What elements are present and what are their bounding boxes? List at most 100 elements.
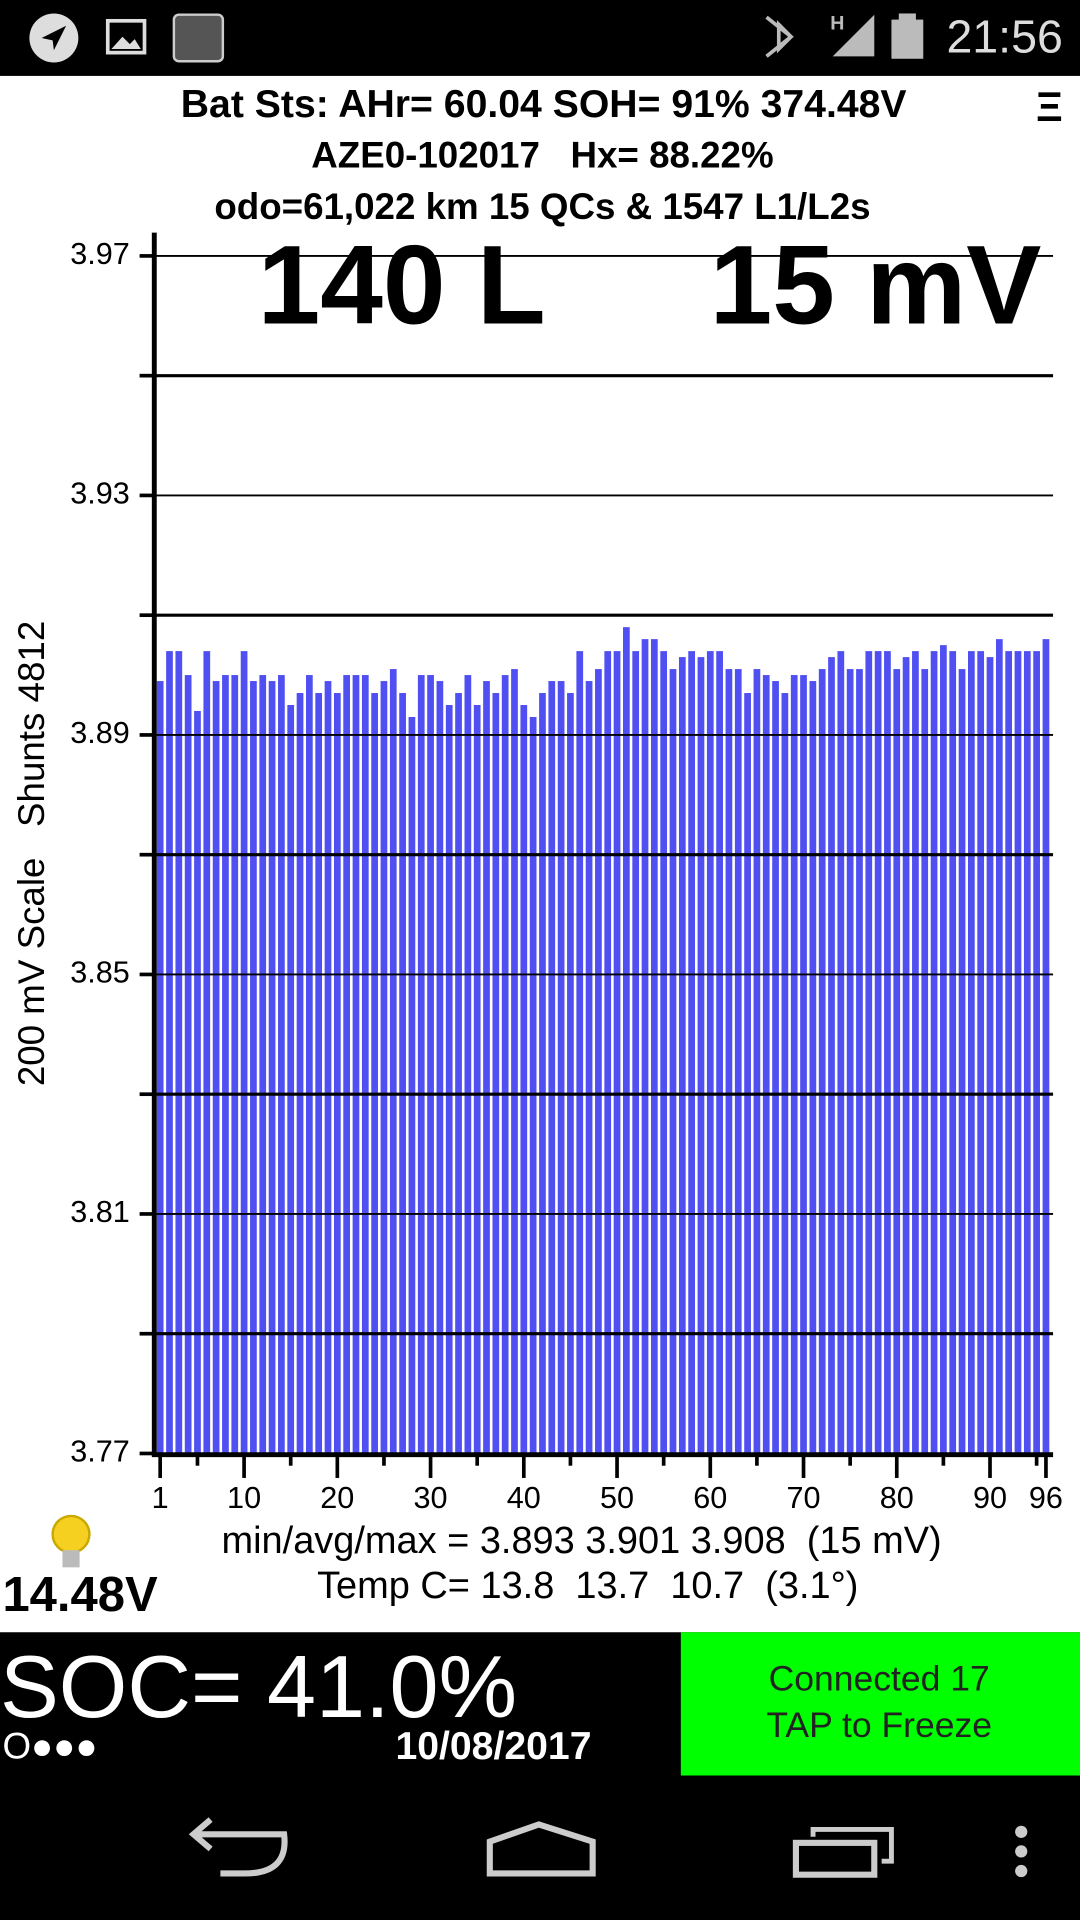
bar (632, 651, 640, 1454)
bar (641, 639, 649, 1454)
bar (520, 705, 528, 1454)
y-tick-label: 3.77 (70, 1435, 130, 1469)
bar (194, 710, 201, 1454)
bar (800, 675, 807, 1454)
bar (427, 675, 434, 1454)
bar (716, 651, 723, 1454)
bar (492, 693, 500, 1454)
bar (473, 705, 481, 1454)
battery-icon (891, 19, 924, 59)
bar (688, 651, 695, 1454)
aux-voltage: 14.48V (2, 1568, 158, 1622)
bar (623, 627, 630, 1454)
bar (576, 651, 584, 1454)
bar (762, 675, 770, 1454)
bar (361, 675, 369, 1454)
bar (856, 669, 863, 1454)
bar (464, 675, 472, 1454)
bar (399, 693, 406, 1454)
bar (539, 693, 546, 1454)
bar (436, 681, 444, 1454)
bar (977, 651, 985, 1454)
bar (604, 651, 612, 1454)
bar (529, 716, 537, 1454)
date: 10/08/2017 (395, 1725, 591, 1768)
bar (949, 651, 957, 1454)
bar (753, 669, 761, 1454)
bar (995, 639, 1003, 1454)
bar (846, 669, 854, 1454)
app-icon (172, 13, 225, 63)
bar (790, 675, 798, 1454)
cell-count: 140 L (258, 222, 546, 348)
bar (585, 681, 593, 1454)
menu-dot[interactable] (1015, 1825, 1028, 1838)
cell-spread: 15 mV (710, 222, 1042, 348)
nav-arrow (41, 25, 67, 51)
gallery-image (111, 36, 141, 49)
y-tick-label: 3.85 (70, 956, 130, 990)
bar (1023, 651, 1031, 1454)
bar (389, 669, 397, 1454)
x-tick-label: 50 (600, 1481, 634, 1515)
menu-dot[interactable] (1015, 1864, 1028, 1878)
bar (884, 651, 891, 1454)
header-line: odo=61,022 km 15 QCs & 1547 L1/L2s (214, 186, 870, 227)
bar (417, 675, 425, 1454)
recents-button[interactable] (792, 1839, 878, 1878)
bar (259, 675, 267, 1454)
bar (921, 669, 929, 1454)
cell-stats: min/avg/max = 3.893 3.901 3.908 (15 mV) (222, 1520, 942, 1562)
bar (352, 675, 360, 1454)
freeze-button[interactable] (680, 1632, 1080, 1776)
bar (697, 657, 705, 1454)
bar (445, 705, 453, 1454)
bar (278, 675, 285, 1454)
bar (1042, 639, 1050, 1454)
x-tick-label: 90 (973, 1481, 1007, 1515)
home-button[interactable] (486, 1821, 596, 1877)
bar (613, 651, 621, 1454)
bar (408, 716, 416, 1454)
x-tick-label: 60 (693, 1481, 727, 1515)
bar (511, 669, 518, 1454)
bar (893, 669, 901, 1454)
bar (175, 651, 183, 1454)
bar (548, 681, 556, 1454)
x-tick-label: 10 (227, 1481, 261, 1515)
bar (912, 651, 919, 1454)
clock: 21:56 (946, 11, 1062, 63)
bar (1014, 651, 1022, 1454)
header-line: Bat Sts: AHr= 60.04 SOH= 91% 374.48V (181, 83, 907, 126)
bar (669, 669, 677, 1454)
bar (930, 651, 938, 1454)
menu-button[interactable]: Ξ (1036, 83, 1063, 130)
bar (501, 675, 509, 1454)
y-tick-label: 3.81 (70, 1195, 130, 1229)
bar (455, 693, 462, 1454)
bar (296, 693, 304, 1454)
bar (772, 681, 779, 1454)
bar (380, 681, 388, 1454)
bar (212, 681, 220, 1454)
bar (156, 681, 164, 1454)
bar (725, 669, 733, 1454)
bar (968, 651, 975, 1454)
bar (595, 669, 602, 1454)
bar (874, 651, 882, 1454)
button-label[interactable]: Connected 17 (769, 1659, 990, 1699)
network-type: H (830, 13, 844, 35)
temperature-stats: Temp C= 13.8 13.7 10.7 (3.1°) (317, 1565, 858, 1607)
x-tick-label: 96 (1029, 1481, 1063, 1515)
menu-dot[interactable] (1015, 1845, 1028, 1858)
bar (184, 675, 192, 1454)
bar (268, 681, 276, 1454)
back-button[interactable] (188, 1817, 288, 1877)
x-tick-label: 40 (507, 1481, 541, 1515)
bar (1005, 651, 1013, 1454)
bar (343, 675, 351, 1454)
nav-bar (188, 1817, 1028, 1878)
y-tick-label: 3.93 (70, 477, 130, 511)
button-label[interactable]: TAP to Freeze (766, 1705, 992, 1745)
